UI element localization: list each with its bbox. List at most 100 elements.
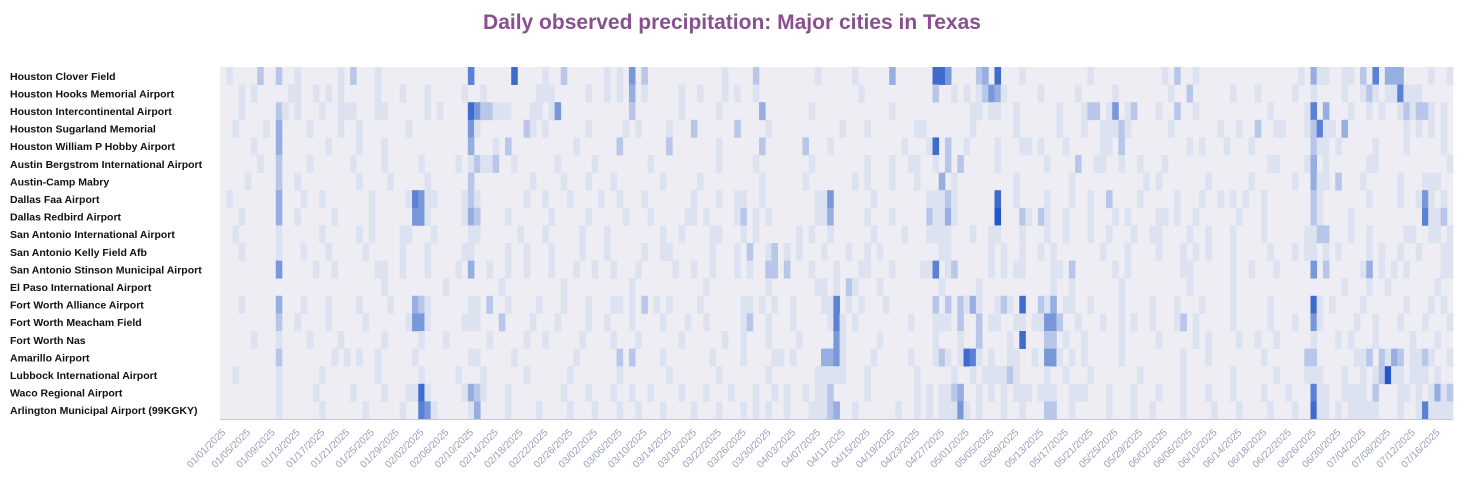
heatmap-cell xyxy=(1273,366,1280,385)
heatmap-cell xyxy=(1000,243,1008,261)
heatmap-cell xyxy=(529,119,537,138)
heatmap-cell xyxy=(1217,119,1225,138)
heatmap-cell xyxy=(399,401,407,420)
heatmap-cell xyxy=(734,260,741,279)
heatmap-cell xyxy=(1273,331,1280,349)
heatmap-cell xyxy=(659,225,667,244)
heatmap-cell xyxy=(1415,243,1423,261)
heatmap-cell xyxy=(1050,243,1057,261)
heatmap-cell xyxy=(275,67,283,85)
heatmap-cell xyxy=(938,67,946,85)
heatmap-cell xyxy=(858,295,865,314)
heatmap-cell xyxy=(1019,313,1026,332)
heatmap-cell xyxy=(1366,102,1373,121)
heatmap-cell xyxy=(319,366,326,385)
heatmap-cell xyxy=(424,260,432,279)
heatmap-cell xyxy=(1422,366,1429,385)
heatmap-cell xyxy=(294,313,301,332)
heatmap-cell xyxy=(1397,172,1404,191)
heatmap-cell xyxy=(325,295,332,314)
heatmap-cell xyxy=(988,243,995,261)
heatmap-cell xyxy=(1044,348,1051,367)
heatmap-cell xyxy=(1310,313,1318,332)
heatmap-cell xyxy=(1378,102,1386,121)
heatmap-cell xyxy=(920,260,927,279)
heatmap-cell xyxy=(814,190,822,209)
heatmap-cell xyxy=(1174,207,1181,226)
heatmap-cell xyxy=(1267,155,1274,173)
heatmap-cell xyxy=(622,119,630,138)
heatmap-cell xyxy=(1118,331,1125,349)
heatmap-cell xyxy=(1322,225,1330,244)
heatmap-cell xyxy=(412,383,419,402)
heatmap-cell xyxy=(678,331,686,349)
heatmap-cell xyxy=(467,383,475,402)
heatmap-cell xyxy=(461,243,469,261)
heatmap-cell xyxy=(1409,366,1417,385)
heatmap-cell xyxy=(585,84,593,103)
heatmap-cell xyxy=(975,67,983,85)
heatmap-cell xyxy=(1335,401,1342,420)
heatmap-cell xyxy=(548,84,555,103)
heatmap-cell xyxy=(1192,243,1200,261)
heatmap-cell xyxy=(1087,67,1094,85)
heatmap-cell xyxy=(628,313,636,332)
heatmap-cell xyxy=(1031,348,1039,367)
heatmap-cell xyxy=(1050,278,1057,297)
heatmap-cell xyxy=(1341,366,1349,385)
heatmap-cell xyxy=(498,278,506,297)
heatmap-cell xyxy=(1446,67,1454,85)
heatmap-cell xyxy=(238,102,246,121)
heatmap-cell xyxy=(1322,67,1330,85)
heatmap-cell xyxy=(591,260,599,279)
heatmap-cell xyxy=(1360,348,1367,367)
heatmap-cell xyxy=(938,172,946,191)
heatmap-cell xyxy=(1155,102,1163,121)
heatmap-cell xyxy=(951,366,958,385)
heatmap-cell xyxy=(821,190,828,209)
heatmap-cell xyxy=(628,348,636,367)
heatmap-cell xyxy=(263,119,270,138)
heatmap-cell xyxy=(1434,383,1441,402)
heatmap-cell xyxy=(498,313,506,332)
row-label: Houston William P Hobby Airport xyxy=(10,141,175,153)
heatmap-cell xyxy=(480,102,487,121)
row-label: San Antonio Stinson Municipal Airport xyxy=(10,264,202,276)
heatmap-cell xyxy=(814,366,822,385)
heatmap-cell xyxy=(1366,84,1373,103)
heatmap-cell xyxy=(1378,243,1386,261)
heatmap-cell xyxy=(666,137,673,156)
heatmap-cell xyxy=(1372,366,1379,385)
heatmap-cell xyxy=(1155,172,1163,191)
heatmap-cell xyxy=(467,260,475,279)
heatmap-cell xyxy=(1366,278,1373,297)
heatmap-cell xyxy=(604,84,611,103)
row-label: San Antonio International Airport xyxy=(10,229,175,241)
heatmap-cell xyxy=(424,190,432,209)
heatmap-cell xyxy=(944,401,952,420)
heatmap-cell xyxy=(1440,295,1448,314)
heatmap-cell xyxy=(659,243,667,261)
heatmap-cell xyxy=(1360,295,1367,314)
heatmap-cell xyxy=(312,84,320,103)
heatmap-cell xyxy=(1403,295,1410,314)
heatmap-cell xyxy=(498,102,506,121)
heatmap-cell xyxy=(641,190,648,209)
heatmap-cell xyxy=(951,84,958,103)
heatmap-cell xyxy=(579,331,586,349)
heatmap-cell xyxy=(1050,348,1057,367)
heatmap-cell xyxy=(821,295,828,314)
heatmap-cell xyxy=(1316,137,1324,156)
heatmap-cell xyxy=(1174,295,1181,314)
heatmap-cell xyxy=(1322,260,1330,279)
heatmap-cell xyxy=(1099,155,1107,173)
heatmap-cell xyxy=(870,225,878,244)
heatmap-cell xyxy=(238,207,246,226)
heatmap-cell xyxy=(1198,137,1206,156)
heatmap-cell xyxy=(1006,295,1014,314)
heatmap-cell xyxy=(1174,67,1181,85)
heatmap-cell xyxy=(1322,155,1330,173)
heatmap-cell xyxy=(963,348,971,367)
heatmap-cell xyxy=(1155,383,1163,402)
heatmap-cell xyxy=(622,207,630,226)
